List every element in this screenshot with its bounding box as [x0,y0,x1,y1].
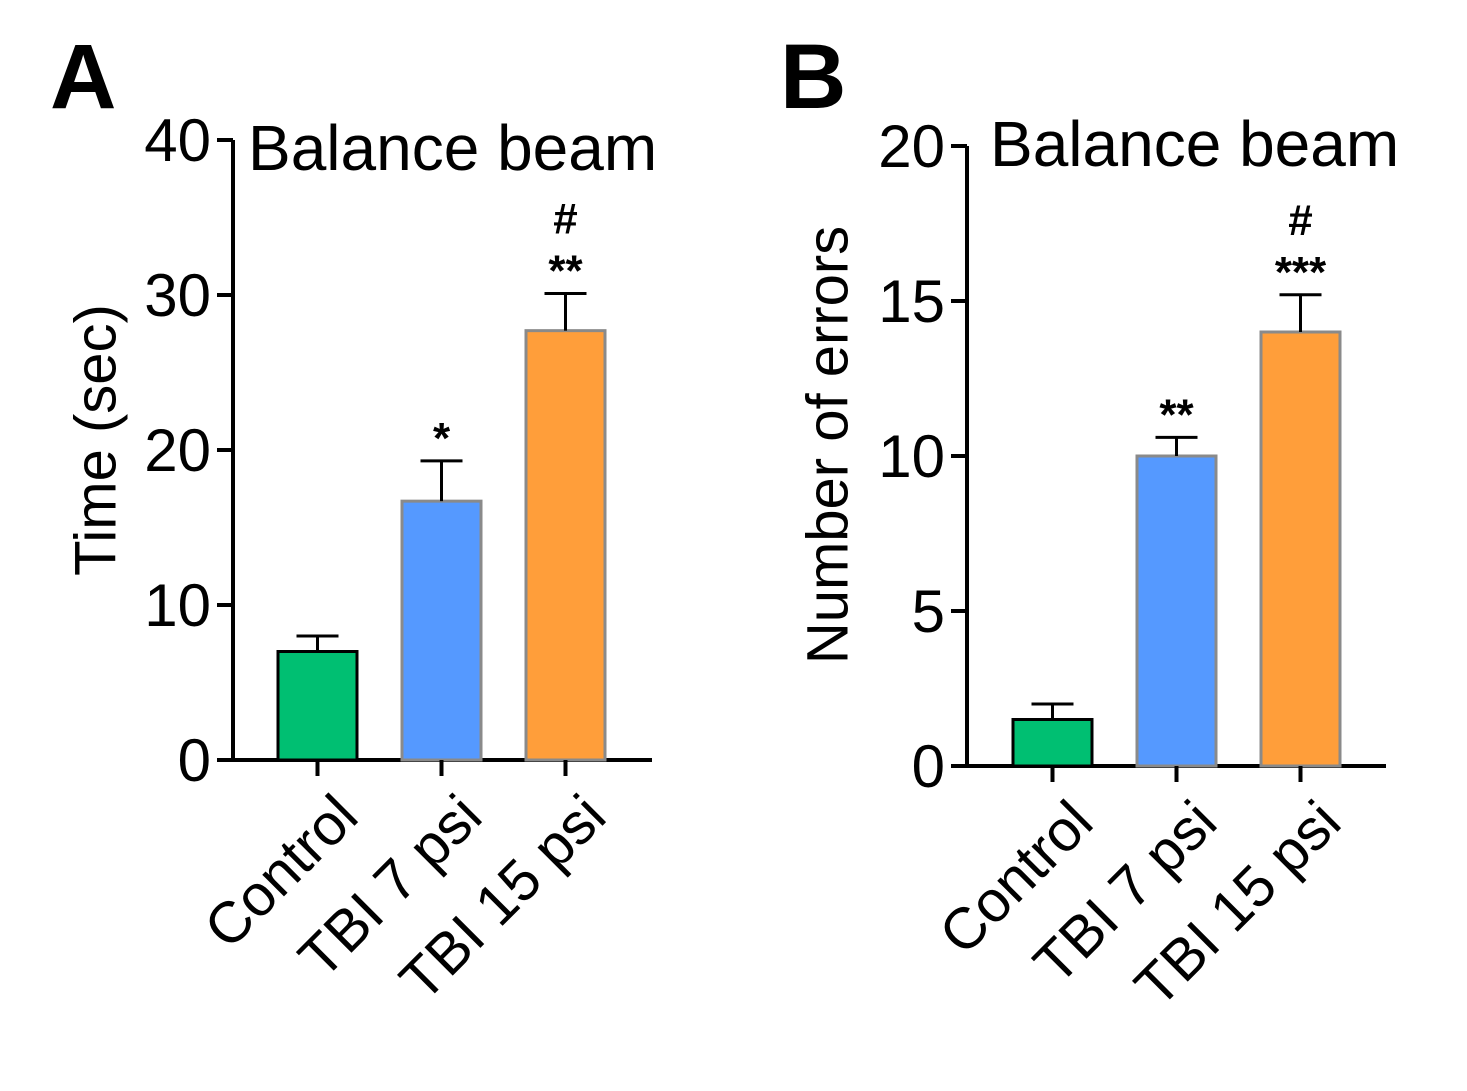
y-axis-label: Time (sec) [63,304,128,576]
y-tick-label: 0 [178,727,211,794]
panel-letter: B [780,26,846,128]
panel-letter: A [50,26,116,128]
chart-title: Balance beam [248,112,657,184]
bar-1 [276,650,359,762]
y-tick-label: 10 [144,572,211,639]
y-tick-label: 15 [878,268,945,335]
bar-3 [524,329,607,762]
y-tick-label: 30 [144,262,211,329]
significance-marker: ** [548,246,583,295]
y-tick-label: 40 [144,107,211,174]
y-tick-label: 20 [878,113,945,180]
y-tick-label: 10 [878,423,945,490]
significance-marker: *** [1275,248,1327,297]
y-tick-label: 20 [144,417,211,484]
significance-marker: # [1288,196,1312,245]
y-axis-label: Number of errors [795,226,860,664]
significance-marker: ** [1159,390,1194,439]
chart-title: Balance beam [990,108,1399,180]
y-tick-label: 0 [912,733,945,800]
bar-2 [1135,454,1218,768]
significance-marker: * [433,414,451,463]
bar-2 [400,499,483,762]
bar-3 [1259,330,1342,768]
significance-marker: # [553,194,577,243]
y-tick-label: 5 [912,578,945,645]
bar-1 [1011,718,1094,768]
